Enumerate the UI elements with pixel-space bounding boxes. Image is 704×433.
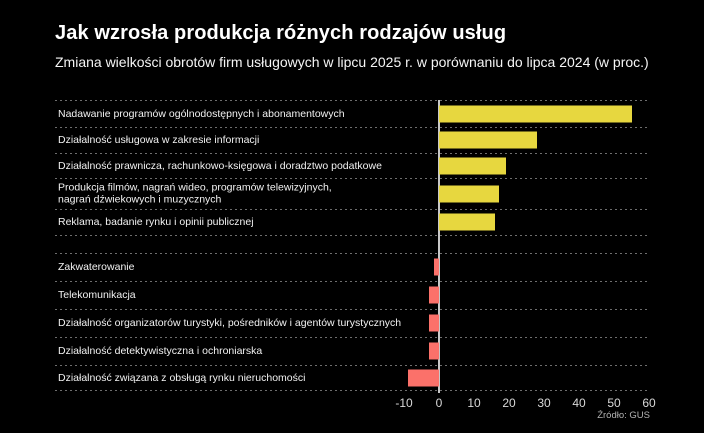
positive-bar (439, 157, 506, 174)
category-label: Zakwaterowanie (58, 260, 135, 273)
chart-row: Działalność związana z obsługą rynku nie… (55, 365, 650, 390)
category-label: Działalność detektywistyczna i ochroniar… (58, 344, 263, 357)
chart-row: Zakwaterowanie (55, 253, 650, 281)
category-label: Produkcja filmów, nagrań wideo, programó… (58, 181, 332, 206)
chart-row: Nadawanie programów ogólnodostępnych i a… (55, 100, 650, 127)
category-label: Działalność prawnicza, rachunkowo-księgo… (58, 159, 382, 172)
x-axis-tick-label: 20 (502, 396, 516, 410)
x-axis-tick-label: 0 (435, 396, 443, 410)
category-label: Działalność związana z obsługą rynku nie… (58, 371, 306, 384)
chart-row: Reklama, badanie rynku i opinii publiczn… (55, 209, 650, 235)
chart-subtitle: Zmiana wielkości obrotów firm usługowych… (55, 54, 649, 70)
category-label: Reklama, badanie rynku i opinii publiczn… (58, 215, 254, 228)
category-label: Działalność usługowa w zakresie informac… (58, 133, 260, 146)
chart-row: Telekomunikacja (55, 281, 650, 309)
x-axis-tick-label: -10 (395, 396, 413, 410)
category-label: Telekomunikacja (58, 288, 136, 301)
negative-bar (407, 369, 439, 386)
x-axis-tick-label: 10 (467, 396, 481, 410)
category-label: Działalność organizatorów turystyki, poś… (58, 316, 402, 329)
x-axis: -10 0 10 20 30 40 50 60 (55, 390, 656, 416)
x-axis-tick-label: 30 (537, 396, 551, 410)
x-axis-tick-label: 50 (607, 396, 621, 410)
x-axis-tick-label: 40 (572, 396, 586, 410)
negative-bar (428, 314, 439, 332)
chart-row: Działalność usługowa w zakresie informac… (55, 127, 650, 153)
negative-bar (428, 342, 439, 360)
source-label: Źródło: GUS (597, 410, 650, 421)
group-gap (55, 235, 650, 253)
chart-header: Jak wzrosła produkcja różnych rodzajów u… (55, 22, 664, 70)
chart-row: Produkcja filmów, nagrań wideo, programó… (55, 178, 650, 209)
chart-row: Działalność prawnicza, rachunkowo-księgo… (55, 153, 650, 178)
x-axis-tick-label: 60 (642, 396, 656, 410)
positive-bar (439, 105, 632, 122)
negative-bar (428, 286, 439, 304)
positive-bar (439, 185, 499, 202)
zero-axis-line (438, 100, 440, 393)
positive-bar (439, 213, 495, 231)
category-label: Nadawanie programów ogólnodostępnych i a… (58, 107, 345, 120)
chart-row: Działalność organizatorów turystyki, poś… (55, 309, 650, 337)
plot-area: Nadawanie programów ogólnodostępnych i a… (55, 100, 656, 416)
chart-title: Jak wzrosła produkcja różnych rodzajów u… (55, 22, 507, 44)
chart-row: Działalność detektywistyczna i ochroniar… (55, 337, 650, 365)
negative-bar (433, 258, 439, 276)
positive-bar (439, 131, 537, 149)
